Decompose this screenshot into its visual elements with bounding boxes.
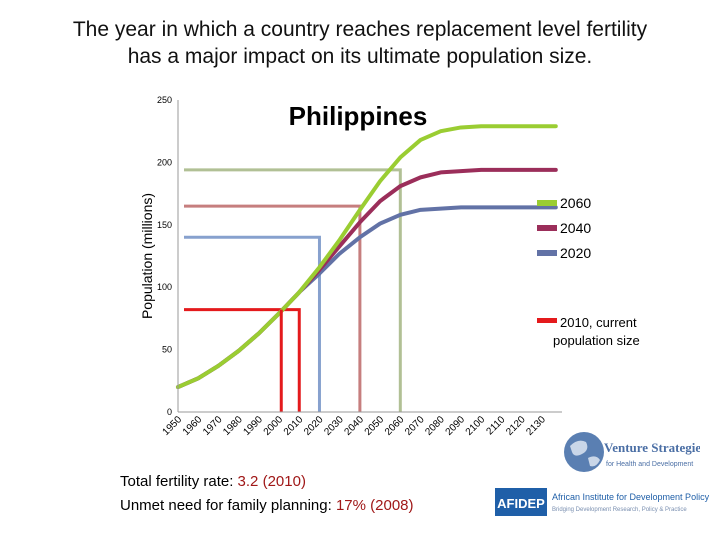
unmet-need-line: Unmet need for family planning: 17% (200… [120,494,414,518]
y-axis-label: Population (millions) [139,193,155,319]
afidep-tagline: Bridging Development Research, Policy & … [552,507,687,513]
x-tick-label: 1970 [201,414,225,438]
afidep-mark-box [495,488,547,516]
y-tick-labels: 0 50 100 150 200 250 [157,95,172,417]
x-tick-label: 2090 [444,414,468,438]
x-tick-label: 2050 [363,414,387,438]
vs-logo-tagline: for Health and Development [606,461,693,468]
series-line-2060 [176,124,558,390]
footer-stats: Total fertility rate: 3.2 (2010) Unmet n… [120,470,414,518]
x-tick-label: 1980 [221,414,245,438]
x-tick-label: 2100 [464,414,488,438]
series-lines [176,124,558,412]
axes [177,100,562,413]
tfr-value: 3.2 [237,473,259,490]
reference-line-2060 [184,168,402,412]
legend-swatch-2040 [537,225,557,231]
reference-line-2040 [184,204,362,412]
x-tick-label: 2060 [383,414,407,438]
legend-label-2020: 2020 [560,245,591,261]
x-tick-label: 1990 [241,414,265,438]
x-tick-label: 2040 [343,414,367,438]
y-tick-label: 0 [167,407,172,417]
x-tick-label: 1960 [181,414,205,438]
x-tick-label: 2120 [504,414,528,438]
unmet-need-value: 17% [335,497,366,514]
unmet-need-year: (2008) [370,497,414,514]
legend-label-current-line-1: 2010, current [560,315,637,330]
chart-title: Philippines [289,101,428,131]
tfr-label: Total fertility rate: [120,473,234,490]
x-tick-label: 2110 [484,414,507,437]
afidep-logo: AFIDEP African Institute for Development… [495,488,710,516]
reference-line-2010 [184,308,301,412]
legend-swatch-2020 [537,250,557,256]
slide-title: The year in which a country reaches repl… [0,16,720,70]
reference-boxes [184,168,402,412]
y-tick-label: 200 [157,157,172,167]
series-line-2020 [176,205,558,390]
x-tick-labels: 1950196019701980199020002010202020302040… [161,414,549,438]
x-tick-label: 2030 [322,414,346,438]
x-tick-label: 2020 [302,414,326,438]
legend: 2060 2040 2020 2010, current population … [537,195,640,348]
x-tick-label: 2130 [524,414,548,438]
x-tick-label: 2080 [423,414,447,438]
slide-title-line-2: has a major impact on its ultimate popul… [127,45,593,68]
venture-strategies-logo: Venture Strategies for Health and Develo… [564,432,700,472]
x-tick-label: 2070 [403,414,427,438]
tfr-year: (2010) [262,473,306,490]
legend-label-2060: 2060 [560,195,591,211]
legend-label-current-line-2: population size [553,333,640,348]
y-tick-label: 250 [157,95,172,105]
x-tick-label: 1950 [161,414,185,438]
y-tick-label: 50 [162,345,172,355]
legend-label-2040: 2040 [560,220,591,236]
legend-swatch-current [537,318,557,323]
slide-title-line-1: The year in which a country reaches repl… [72,18,648,41]
legend-swatch-2060 [537,200,557,206]
afidep-name: African Institute for Development Policy [552,492,710,502]
globe-continents [570,440,600,467]
reference-line-2020 [184,235,321,412]
x-tick-label: 2000 [262,414,286,438]
x-tick-label: 2010 [282,414,306,438]
y-tick-label: 150 [157,220,172,230]
tfr-line: Total fertility rate: 3.2 (2010) [120,470,414,494]
afidep-mark: AFIDEP [497,496,545,511]
vs-logo-name: Venture Strategies [604,440,700,455]
unmet-need-label: Unmet need for family planning: [120,497,332,514]
y-tick-label: 100 [157,282,172,292]
